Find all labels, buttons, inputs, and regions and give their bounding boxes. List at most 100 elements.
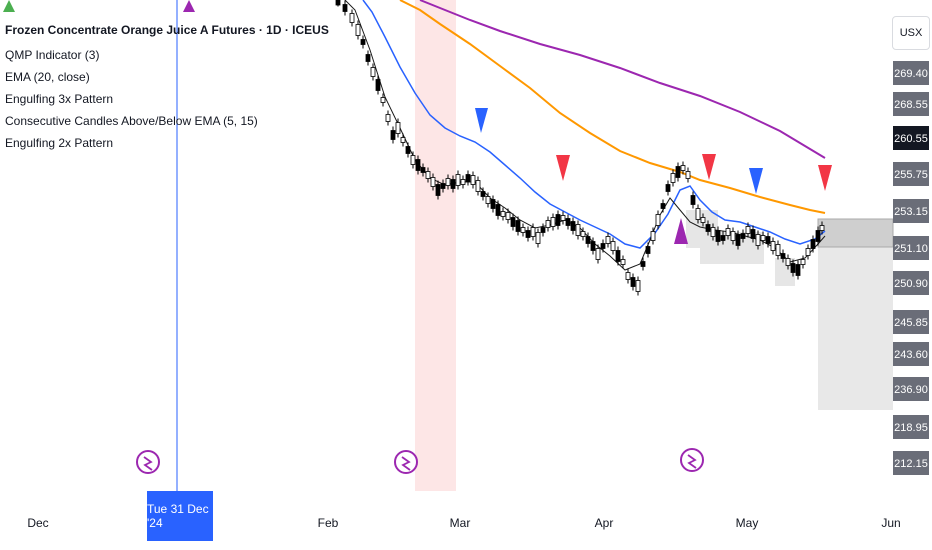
candle [595, 248, 601, 260]
candle [585, 236, 591, 244]
currency-button[interactable]: USX [892, 16, 930, 50]
candle [349, 13, 355, 23]
signal-arrow-down-red [702, 154, 716, 180]
candle [515, 220, 521, 232]
time-tick: Apr [594, 516, 614, 530]
price-label-bg [893, 61, 929, 85]
candle [610, 241, 616, 251]
signal-arrow-down-blue [475, 108, 488, 133]
candle [360, 39, 366, 45]
candle [475, 180, 481, 192]
flash-icon[interactable] [680, 448, 704, 472]
ema-orange-line [399, 0, 826, 214]
flash-icon[interactable] [136, 450, 160, 474]
candle [720, 235, 726, 241]
candle [445, 178, 451, 186]
candle [620, 259, 626, 265]
candle [355, 24, 361, 36]
candle [685, 171, 691, 179]
price-label: 269.40 [894, 68, 928, 80]
crosshair-date-label: Tue 31 Dec '24 [147, 491, 213, 541]
signal-arrow-down-red [556, 155, 570, 181]
candle [819, 225, 825, 231]
candle [640, 261, 646, 267]
price-label: 218.95 [894, 422, 928, 434]
candle [605, 236, 611, 244]
price-axis[interactable]: 269.40 268.55 260.55 255.75 253.15 251.10 250.… [893, 61, 929, 475]
candle [570, 221, 576, 231]
candle [645, 246, 651, 254]
candle [730, 231, 736, 241]
candle [705, 224, 711, 232]
candle [790, 263, 796, 273]
signal-arrow-down-red [818, 165, 832, 191]
candle [545, 220, 551, 228]
legend-indicator[interactable]: QMP Indicator (3) [5, 48, 100, 62]
price-label-bg [893, 92, 929, 116]
candle [435, 184, 441, 196]
time-tick: May [735, 516, 759, 530]
candle [390, 130, 396, 140]
price-label-bg [893, 162, 929, 186]
price-label: 260.55 [894, 133, 928, 145]
candle [815, 230, 821, 242]
candle [755, 234, 761, 246]
candle [725, 228, 731, 236]
candle [795, 264, 801, 276]
symbol-title[interactable]: Frozen Concentrate Orange Juice A Future… [5, 23, 329, 37]
candle [615, 250, 621, 262]
candle [735, 234, 741, 246]
signal-arrow-down-blue [749, 168, 763, 194]
price-label: 250.90 [894, 278, 928, 290]
chart-legend: Frozen Concentrate Orange Juice A Future… [5, 22, 329, 154]
candle [395, 122, 401, 134]
candle [770, 241, 776, 251]
candle [775, 244, 781, 256]
candle [695, 208, 701, 220]
candle [740, 233, 746, 239]
candle [630, 277, 636, 287]
price-label-bg [893, 451, 929, 475]
position-box-upper [817, 218, 894, 248]
candle [405, 146, 411, 154]
candle [400, 137, 406, 143]
candle [540, 227, 546, 233]
flash-icon[interactable] [394, 450, 418, 474]
candle [710, 227, 716, 237]
candle [490, 199, 496, 209]
candle [455, 174, 461, 186]
candle [600, 243, 606, 249]
candle [750, 229, 756, 239]
candle [800, 259, 806, 265]
candle [505, 212, 511, 220]
legend-indicator[interactable]: Consecutive Candles Above/Below EMA (5, … [5, 114, 258, 128]
time-axis[interactable]: Dec Feb Mar Apr May Jun [0, 492, 900, 550]
price-label-bg [893, 342, 929, 366]
candlestick-series [335, 0, 825, 296]
candle [675, 166, 681, 178]
legend-indicator[interactable]: Engulfing 2x Pattern [5, 136, 114, 150]
legend-indicator[interactable]: EMA (20, close) [5, 70, 90, 84]
price-label-bg [893, 415, 929, 439]
candle [635, 280, 641, 292]
candle [650, 231, 656, 241]
signal-arrow-up-green [3, 0, 15, 12]
candle [480, 191, 486, 197]
position-box-lower [818, 246, 893, 410]
candle [410, 155, 416, 165]
candle [525, 230, 531, 238]
legend-indicator[interactable]: Engulfing 3x Pattern [5, 92, 114, 106]
price-label: 245.85 [894, 317, 928, 329]
time-tick: Feb [317, 516, 339, 530]
time-tick: Dec [27, 516, 49, 530]
candle [440, 183, 446, 189]
candle [715, 230, 721, 242]
candle [805, 248, 811, 256]
price-label: 236.90 [894, 384, 928, 396]
candle [485, 196, 491, 204]
candle [765, 236, 771, 244]
candle [655, 214, 661, 226]
price-label: 212.15 [894, 458, 928, 470]
candle [555, 214, 561, 226]
